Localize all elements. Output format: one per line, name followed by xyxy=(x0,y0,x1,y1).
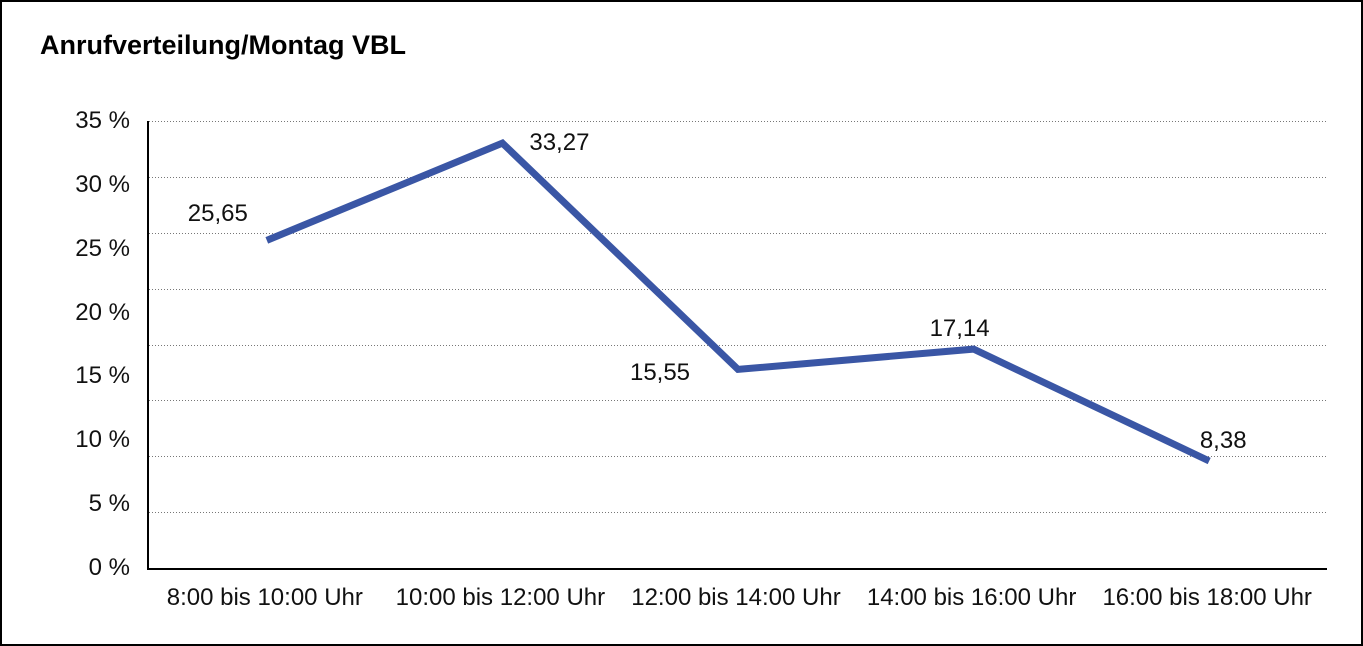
x-axis-tick-label: 12:00 bis 14:00 Uhr xyxy=(631,584,841,611)
data-point-label: 33,27 xyxy=(529,129,590,157)
line-series xyxy=(265,138,1211,465)
x-axis-tick-label: 14:00 bis 16:00 Uhr xyxy=(866,584,1077,611)
gridline xyxy=(149,176,1327,178)
y-axis-tick-label: 5 % xyxy=(88,490,130,518)
y-axis-tick-label: 20 % xyxy=(75,298,130,326)
gridline xyxy=(149,400,1327,402)
gridline xyxy=(149,288,1327,290)
x-axis-tick-label: 10:00 bis 12:00 Uhr xyxy=(395,584,606,611)
y-axis-tick-label: 15 % xyxy=(75,362,130,390)
gridline xyxy=(149,344,1327,346)
y-axis-tick-label: 35 % xyxy=(75,107,130,134)
y-axis-tick-label: 10 % xyxy=(75,426,130,454)
gridline xyxy=(149,121,1327,122)
plot-area xyxy=(147,121,1327,570)
line-series-path xyxy=(265,138,1211,465)
x-axis-tick-label: 16:00 bis 18:00 Uhr xyxy=(1102,584,1312,611)
x-axis-tick-label: 8:00 bis 10:00 Uhr xyxy=(166,584,363,611)
data-point-label: 25,65 xyxy=(187,200,248,228)
data-point-label: 8,38 xyxy=(1199,426,1247,454)
y-axis-tick-label: 25 % xyxy=(75,234,130,262)
y-axis-tick-label: 0 % xyxy=(88,554,130,581)
y-axis-tick-label: 30 % xyxy=(75,170,130,198)
data-point-label: 17,14 xyxy=(929,315,990,343)
gridline xyxy=(149,456,1327,458)
gridline xyxy=(149,232,1327,234)
chart-title: Anrufverteilung/Montag VBL xyxy=(40,30,406,60)
gridline xyxy=(149,512,1327,514)
data-point-label: 15,55 xyxy=(629,359,691,387)
